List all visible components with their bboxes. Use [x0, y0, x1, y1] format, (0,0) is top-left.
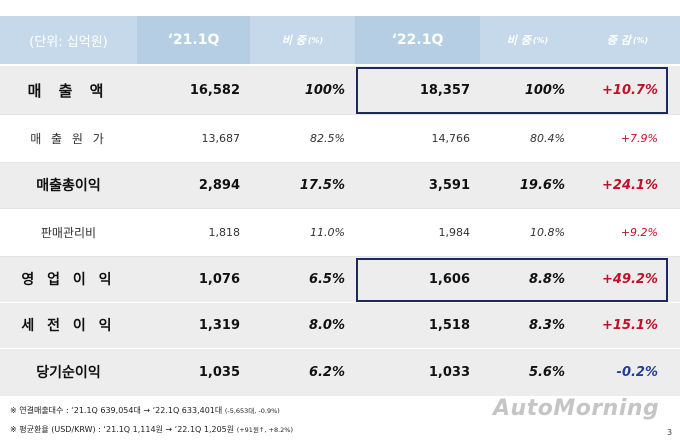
row-label-cogs: 매 출 원 가 [30, 131, 107, 146]
cogs-22q-share: 80.4% [530, 131, 565, 145]
row-label-operating-profit: 영 업 이 익 [21, 272, 116, 288]
footnote-exchange-rate: ※ 평균환율 (USD/KRW) : ‘21.1Q 1,114원 → ‘22.1… [10, 424, 293, 435]
row-label-sga: 판매관리비 [40, 225, 97, 240]
gross-profit-22q-share: 19.6% [519, 177, 565, 193]
footnote-exchange-rate-detail: (+91원↑, +8.2%) [236, 426, 293, 434]
row-bg-net-profit [0, 348, 680, 396]
revenue-21q: 16,582 [189, 82, 240, 98]
header-unit-cell [0, 16, 137, 64]
row-separator [0, 162, 680, 163]
operating-profit-21q-share: 6.5% [308, 271, 345, 287]
header-q1-share-label: 비 중 [281, 34, 306, 47]
footnote-sales-volume-detail: (-5,653대, -0.9%) [224, 407, 280, 415]
net-profit-21q: 1,035 [198, 364, 240, 380]
row-label-revenue: 매 출 액 [27, 81, 110, 100]
net-profit-21q-share: 6.2% [308, 364, 345, 380]
header-divider [0, 64, 680, 66]
highlight-box-revenue [356, 67, 668, 114]
row-separator [0, 114, 680, 115]
pretax-profit-22q: 1,518 [428, 317, 470, 333]
cogs-change: +7.9% [620, 131, 658, 145]
header-change-cell [575, 16, 680, 64]
gross-profit-22q: 3,591 [428, 177, 470, 193]
operating-profit-22q-share: 8.8% [528, 271, 565, 287]
highlight-box-operating-profit [356, 258, 668, 302]
header-q2-share: 비 중 (%) [480, 16, 575, 64]
row-separator [0, 256, 680, 257]
header-q2-share-unit: (%) [532, 35, 549, 45]
cogs-21q: 13,687 [201, 131, 241, 145]
header-unit: (단위: 십억원) [29, 34, 108, 50]
row-bg-revenue [0, 66, 680, 114]
header-q2-label: ‘22.1Q [391, 32, 444, 48]
cogs-21q-share: 82.5% [310, 131, 345, 145]
row-label-gross-profit: 매출총이익 [36, 178, 101, 194]
pretax-profit-22q-share: 8.3% [528, 317, 565, 333]
header-q1-cell [137, 16, 250, 64]
operating-profit-change: +49.2% [602, 271, 658, 287]
revenue-21q-share: 100% [304, 82, 345, 98]
header-change: 증 감 (%) [575, 16, 680, 64]
sga-21q: 1,818 [208, 225, 241, 239]
revenue-22q-share: 100% [524, 82, 565, 98]
gross-profit-change: +24.1% [602, 177, 658, 193]
footnote-sales-volume: ※ 연결매출대수 : ‘21.1Q 639,054대 → ‘22.1Q 633,… [10, 405, 280, 416]
pretax-profit-21q-share: 8.0% [308, 317, 345, 333]
sga-22q-share: 10.8% [530, 225, 565, 239]
header-change-unit: (%) [632, 35, 649, 45]
row-bg-pretax-profit [0, 302, 680, 348]
sga-change: +9.2% [620, 225, 658, 239]
sga-21q-share: 11.0% [310, 225, 345, 239]
footnote-exchange-rate-text: ※ 평균환율 (USD/KRW) : ‘21.1Q 1,114원 → ‘22.1… [10, 425, 235, 434]
row-separator [0, 348, 680, 349]
row-bg-operating-profit [0, 256, 680, 302]
row-separator [0, 208, 680, 209]
footnote-sales-volume-text: ※ 연결매출대수 : ‘21.1Q 639,054대 → ‘22.1Q 633,… [10, 406, 223, 415]
gross-profit-21q: 2,894 [198, 177, 240, 193]
row-bg-gross-profit [0, 162, 680, 208]
watermark-logo: AutoMorning [493, 396, 660, 421]
header-q1-label: ‘21.1Q [167, 32, 220, 48]
gross-profit-21q-share: 17.5% [299, 177, 345, 193]
sga-22q: 1,984 [438, 225, 471, 239]
net-profit-22q-share: 5.6% [528, 364, 565, 380]
net-profit-change: -0.2% [616, 364, 658, 380]
row-label-net-profit: 당기순이익 [36, 365, 101, 381]
revenue-change: +10.7% [602, 82, 658, 98]
cogs-22q: 14,766 [431, 131, 471, 145]
net-profit-22q: 1,033 [428, 364, 470, 380]
header-q1-share: 비 중 (%) [250, 16, 355, 64]
operating-profit-22q: 1,606 [428, 271, 470, 287]
row-label-pretax-profit: 세 전 이 익 [21, 318, 116, 334]
header-q1-share-unit: (%) [307, 35, 324, 45]
revenue-22q: 18,357 [419, 82, 470, 98]
row-separator [0, 302, 680, 303]
page-number: 3 [667, 428, 673, 437]
pretax-profit-21q: 1,319 [198, 317, 240, 333]
operating-profit-21q: 1,076 [198, 271, 240, 287]
pretax-profit-change: +15.1% [602, 317, 658, 333]
header-change-label: 증 감 [606, 34, 631, 47]
header-q1-share-cell [250, 16, 355, 64]
header-q2-share-cell [480, 16, 575, 64]
header-q2-cell [355, 16, 480, 64]
header-q2-share-label: 비 중 [506, 34, 531, 47]
